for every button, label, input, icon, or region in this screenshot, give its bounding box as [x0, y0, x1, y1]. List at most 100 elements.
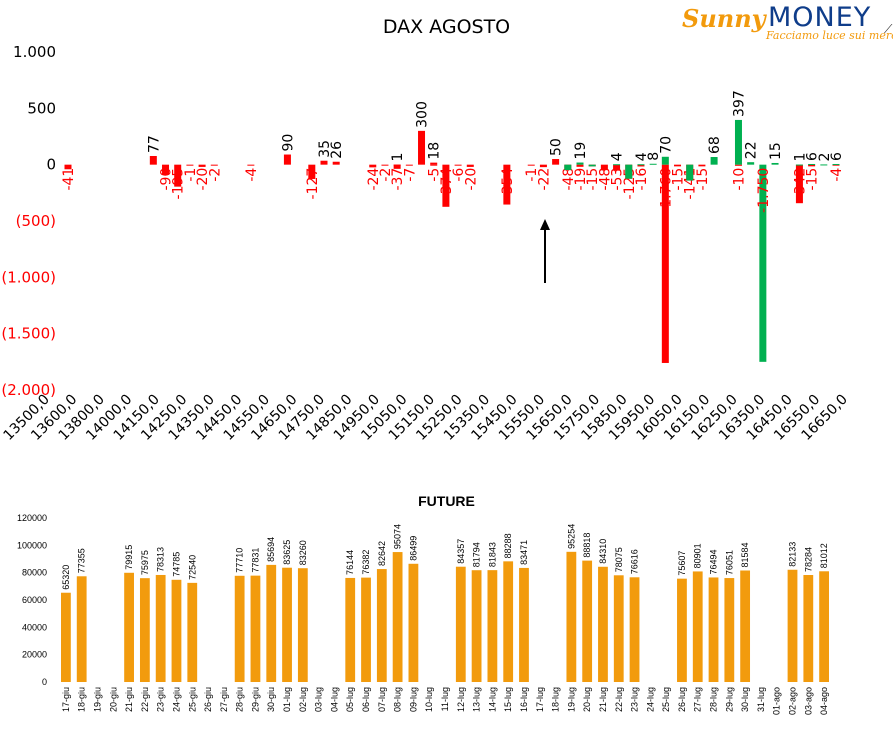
future-x-tick-label: 19-giu [92, 687, 102, 712]
green-series-data-label: 15 [768, 142, 784, 160]
future-data-label: 77831 [250, 548, 260, 573]
red-series-bar [393, 164, 401, 169]
red-series-data-label: -53 [610, 168, 626, 191]
red-series-bar [795, 164, 803, 204]
future-bar [803, 575, 814, 682]
red-series-data-label: -6 [451, 168, 467, 182]
red-series-bar [308, 164, 316, 179]
red-series-bar [442, 164, 450, 207]
red-series-bar [808, 164, 816, 167]
red-series-data-label: -90 [159, 168, 175, 191]
future-data-label: 78075 [614, 547, 624, 572]
future-bar [724, 578, 735, 682]
future-bar [297, 568, 308, 682]
future-x-tick-label: 03-ago [803, 687, 813, 715]
green-series-data-label: 8 [646, 152, 662, 161]
sunny-money-logo: Sunny MONEY Facciamo luce sui mercati [680, 2, 893, 44]
future-x-tick-label: 23-lug [630, 687, 640, 712]
green-series-bar [625, 164, 633, 179]
future-data-label: 78284 [803, 547, 813, 572]
red-series-bar [674, 164, 682, 167]
future-x-tick-label: 25-giu [187, 687, 197, 712]
future-data-label: 95074 [393, 524, 403, 549]
future-bar [677, 578, 687, 682]
future-x-tick-label: 11-lug [440, 687, 450, 711]
future-data-label: 77710 [235, 548, 245, 573]
future-y-tick-label: 40000 [22, 622, 47, 632]
red-series-bar [527, 164, 535, 166]
future-bar [692, 571, 703, 682]
green-series-bar [808, 163, 816, 165]
future-data-label: 80901 [693, 543, 703, 568]
y-tick-label: 1.000 [13, 43, 56, 61]
green-series-data-label: 19 [573, 142, 589, 160]
future-bar [139, 578, 150, 682]
future-bar [408, 563, 419, 682]
logo-tagline: Facciamo luce sui mercati [766, 29, 893, 42]
red-series-bar [186, 164, 194, 166]
future-x-tick-label: 17-giu [61, 687, 71, 712]
future-bar [124, 572, 134, 682]
red-series-data-label: -20 [195, 168, 211, 191]
red-series-bar [405, 164, 413, 166]
future-data-label: 86499 [408, 536, 418, 561]
green-series-bar [734, 119, 742, 165]
green-series-bar [820, 164, 828, 166]
future-data-label: 82133 [788, 542, 798, 567]
red-series-bar [637, 164, 645, 167]
future-bar [171, 579, 182, 682]
future-bar [155, 574, 166, 682]
red-series-data-label: -37 [390, 168, 406, 191]
future-x-tick-label: 27-giu [219, 687, 229, 712]
red-series-bar [454, 164, 462, 166]
green-series-data-label: 2 [817, 153, 833, 162]
future-y-tick-label: 120000 [17, 513, 47, 523]
future-bar [345, 577, 356, 682]
red-series-bar [210, 164, 218, 166]
future-data-label: 88288 [503, 533, 513, 558]
future-x-tick-label: 30-giu [266, 687, 276, 712]
future-x-tick-label: 21-giu [124, 687, 134, 712]
future-bar [503, 561, 514, 682]
red-series-data-label: -15 [695, 168, 711, 191]
y-tick-label: 500 [27, 99, 56, 117]
future-bar [234, 575, 245, 682]
green-series-data-label: 397 [731, 90, 747, 117]
future-data-label: 76382 [361, 550, 371, 575]
red-series-bar [832, 164, 840, 166]
red-series-bar [576, 164, 584, 167]
green-series-bar [771, 162, 779, 165]
future-bar [582, 560, 593, 682]
future-x-tick-label: 18-giu [77, 687, 87, 712]
future-x-tick-label: 03-lug [314, 687, 324, 712]
y-tick-label: (2.000) [1, 381, 56, 399]
future-y-tick-label: 0 [42, 677, 47, 687]
future-bar [266, 564, 277, 682]
red-series-data-label: -15 [585, 168, 601, 191]
red-positive-series-bar [418, 130, 426, 165]
future-x-tick-label: 01-lug [282, 687, 292, 712]
red-series-bar [430, 164, 438, 166]
red-series-bar [198, 164, 206, 167]
future-data-label: 83471 [519, 540, 529, 565]
red-series-bar [539, 164, 547, 168]
future-x-tick-label: 16-lug [519, 687, 529, 712]
future-y-tick-label: 100000 [17, 540, 47, 550]
future-x-tick-label: 18-lug [551, 687, 561, 712]
red-series-bar [503, 164, 511, 205]
red-series-bar [661, 164, 669, 363]
annotation-arrow-head [540, 219, 550, 230]
future-bar [455, 566, 466, 682]
future-data-label: 83625 [282, 540, 292, 565]
future-bar [361, 577, 371, 682]
green-series-bar [613, 164, 621, 166]
red-series-data-label: -4 [244, 168, 260, 182]
future-bar [629, 577, 640, 682]
red-positive-series-data-label: 35 [317, 140, 333, 158]
future-x-tick-label: 07-lug [377, 687, 387, 712]
future-data-label: 75975 [140, 550, 150, 575]
future-y-tick-label: 60000 [22, 595, 47, 605]
future-x-tick-label: 04-ago [819, 687, 829, 715]
green-series-bar [759, 164, 767, 362]
red-series-data-label: -1 [524, 168, 540, 182]
